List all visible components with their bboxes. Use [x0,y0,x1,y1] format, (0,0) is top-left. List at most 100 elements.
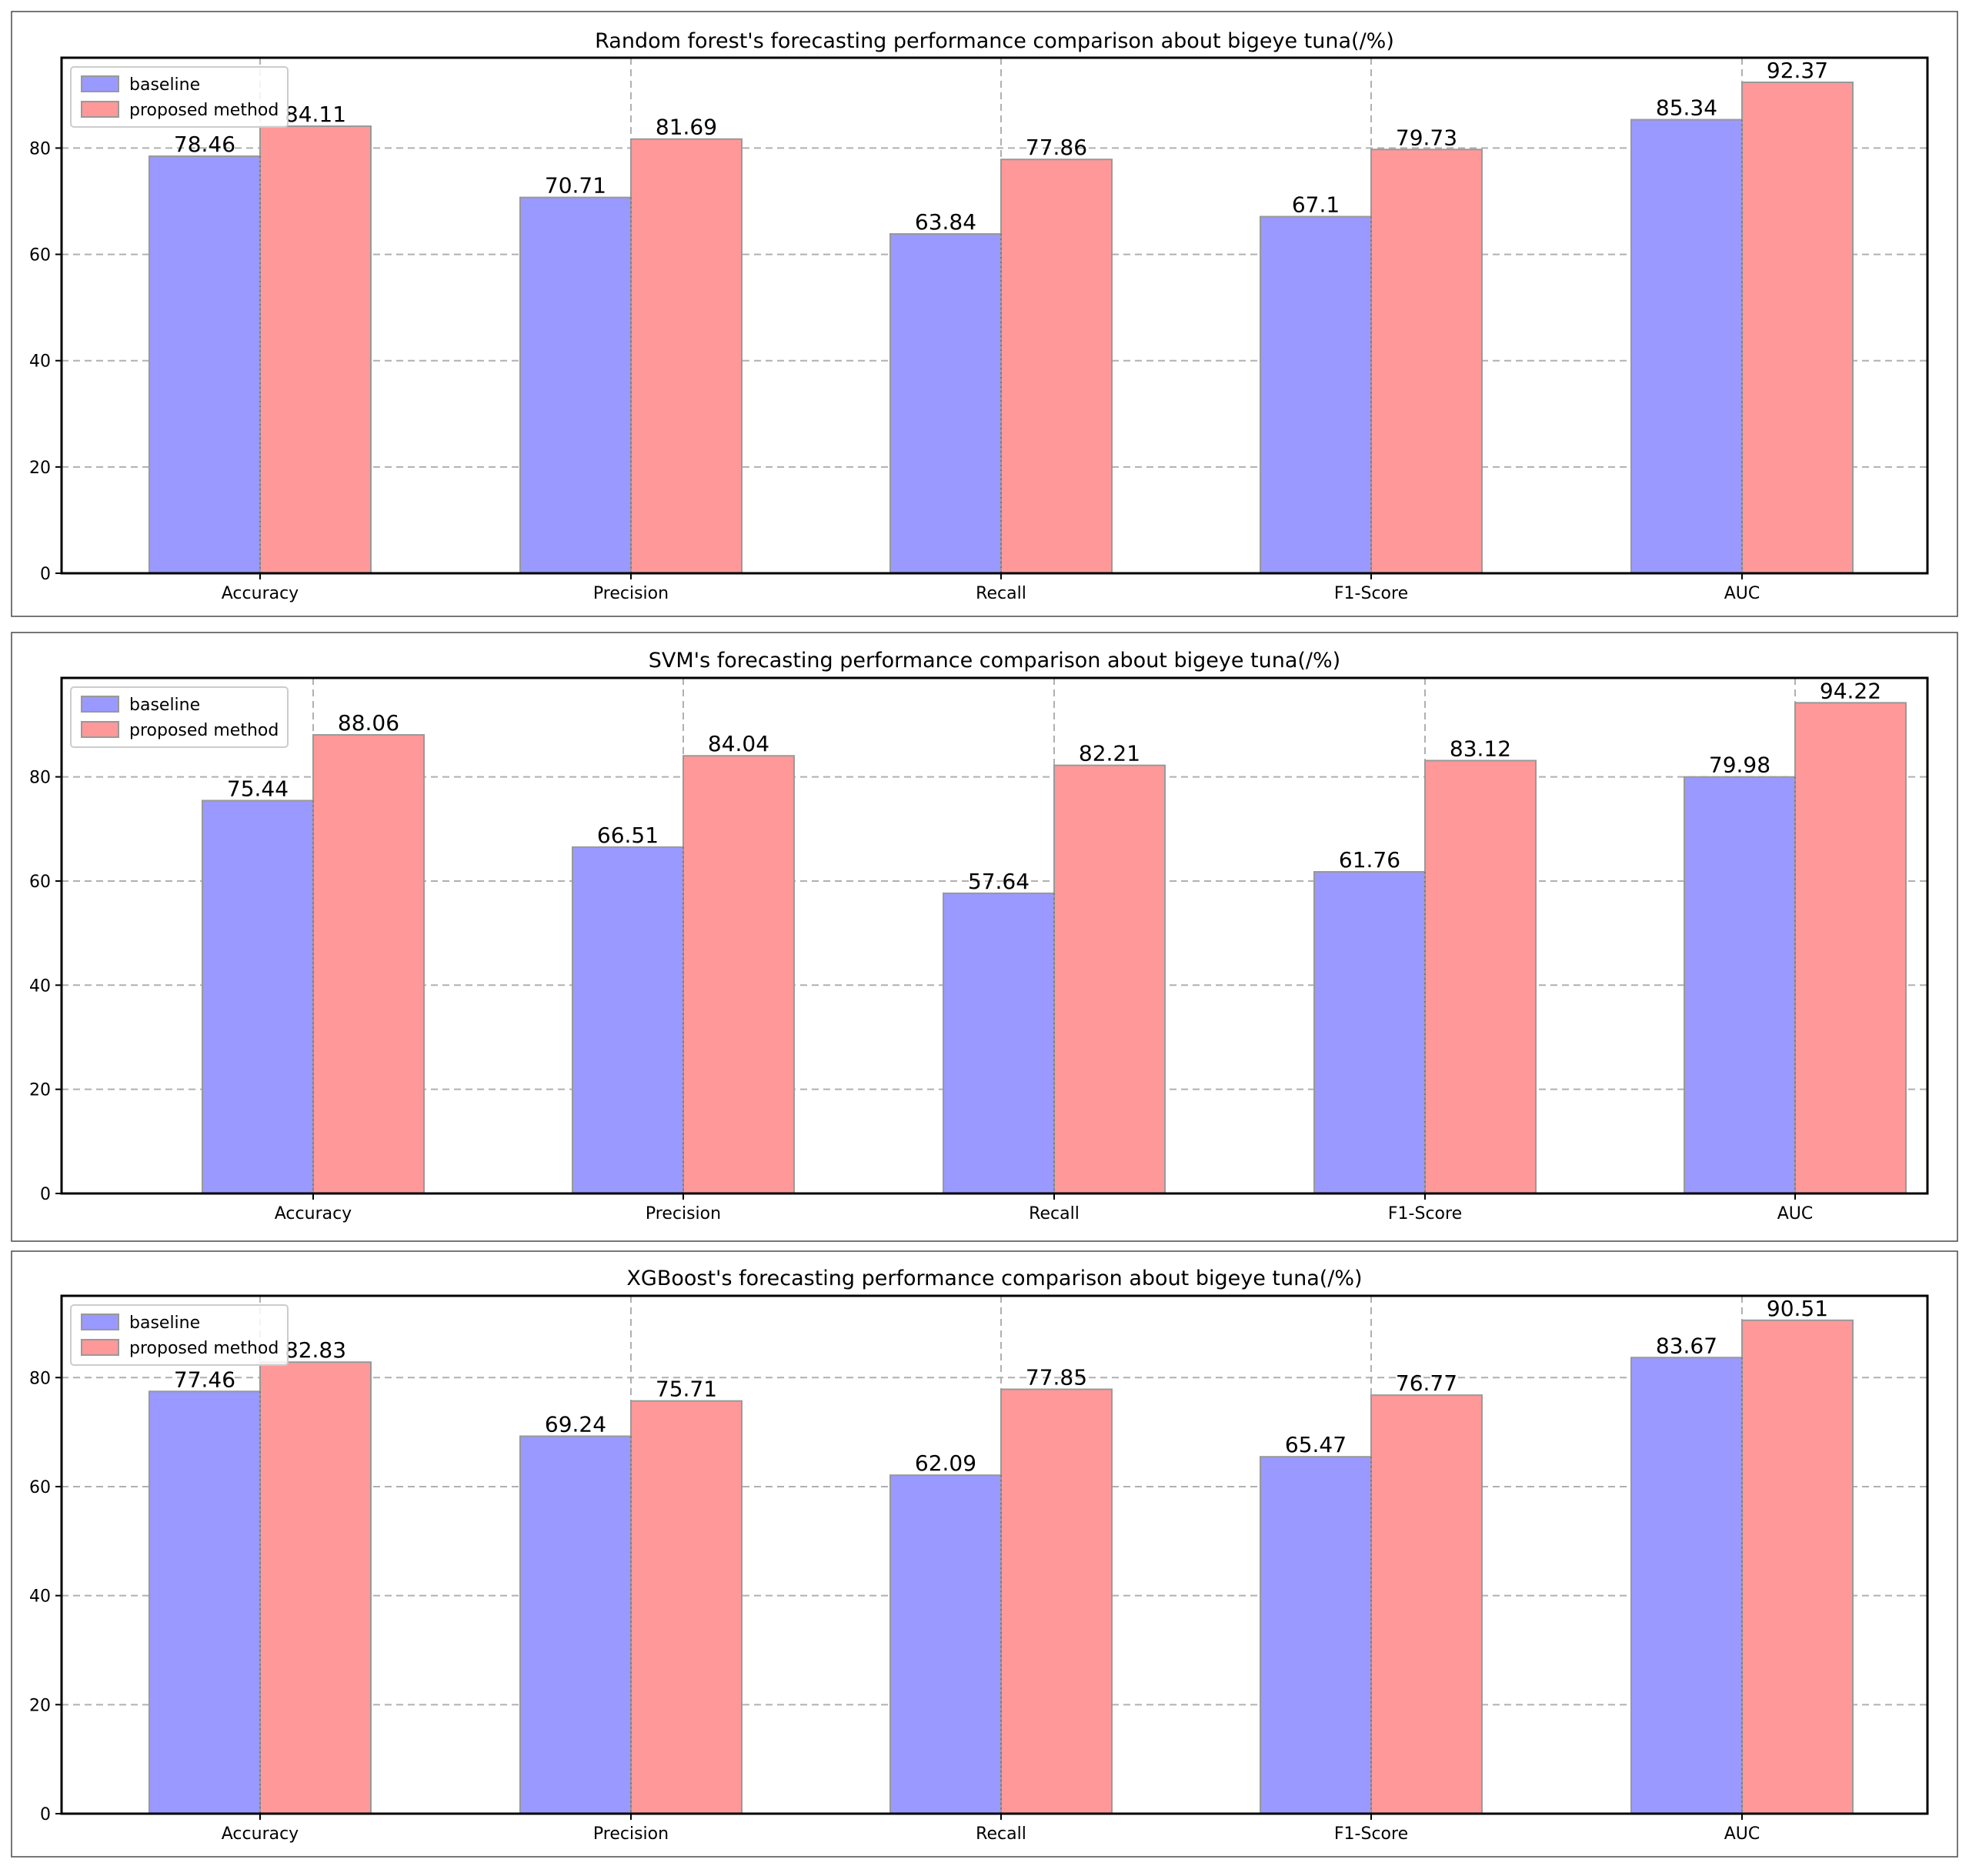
value-label-baseline-recall: 62.09 [915,1450,976,1476]
value-label-baseline-accuracy: 77.46 [174,1367,235,1392]
y-tick-label: 80 [29,769,51,788]
x-tick-label-accuracy: Accuracy [222,1824,299,1844]
value-label-proposed-auc: 94.22 [1820,678,1881,703]
x-tick-label-recall: Recall [976,584,1026,603]
y-tick-label: 20 [29,1081,51,1100]
bar-proposed-auc [1741,1319,1854,1814]
legend-swatch-baseline [81,75,119,92]
legend-box [70,686,289,748]
value-label-baseline-precision: 70.71 [545,173,606,199]
legend: baseline proposed method [70,66,289,128]
value-label-baseline-auc: 79.98 [1709,753,1770,778]
y-tick-label: 0 [40,1805,51,1824]
value-label-baseline-recall: 57.64 [968,869,1030,894]
bar-proposed-f1-score [1424,759,1537,1194]
legend-label-baseline: baseline [129,696,200,715]
x-tick-label-f1-score: F1-Score [1334,1824,1408,1844]
plot-frame [60,1294,1929,1815]
x-tick-label-precision: Precision [593,1824,669,1844]
bar-proposed-precision [630,138,743,574]
value-label-proposed-precision: 84.04 [708,731,769,756]
value-label-proposed-accuracy: 84.11 [285,102,346,127]
bar-baseline-accuracy [149,1390,261,1814]
legend: baseline proposed method [70,686,289,748]
x-tick-label-recall: Recall [1029,1204,1080,1223]
value-label-proposed-precision: 75.71 [656,1377,717,1402]
chart-title: SVM's forecasting performance comparison… [649,649,1340,673]
x-tick-label-f1-score: F1-Score [1388,1204,1462,1223]
y-tick-label: 0 [40,1185,51,1204]
chart-title: XGBoost's forecasting performance compar… [626,1267,1362,1290]
value-label-baseline-accuracy: 78.46 [174,132,235,157]
plot-frame [60,676,1929,1195]
value-label-baseline-precision: 69.24 [545,1411,606,1437]
bar-proposed-precision [630,1400,743,1814]
legend-swatch-proposed [81,721,119,738]
bar-baseline-recall [889,233,1002,574]
legend-box [70,1304,289,1366]
legend-swatch-proposed [81,101,119,118]
panel-frame [11,11,1958,617]
bar-proposed-precision [682,755,795,1194]
x-tick-label-precision: Precision [646,1204,721,1223]
x-tick-label-auc: AUC [1724,1824,1760,1844]
legend-label-proposed: proposed method [129,1339,279,1358]
chart-title: Random forest's forecasting performance … [595,29,1394,53]
bar-proposed-recall [1000,1388,1113,1815]
bar-baseline-precision [519,1435,632,1814]
y-tick-label: 0 [40,565,51,584]
value-label-proposed-precision: 81.69 [656,115,717,140]
x-tick-label-precision: Precision [593,584,669,603]
plot-frame [60,56,1929,575]
y-tick-label: 40 [29,352,51,372]
bar-baseline-recall [889,1474,1002,1814]
value-label-proposed-auc: 90.51 [1767,1296,1828,1321]
legend-label-proposed: proposed method [129,721,279,740]
value-label-proposed-f1-score: 83.12 [1450,736,1511,761]
value-label-proposed-f1-score: 76.77 [1396,1370,1457,1396]
bar-proposed-auc [1741,81,1854,575]
x-tick-label-f1-score: F1-Score [1334,584,1408,603]
bar-baseline-auc [1630,119,1743,574]
value-label-proposed-auc: 92.37 [1767,58,1828,83]
bar-baseline-accuracy [149,155,261,574]
y-tick-label: 60 [29,1478,51,1497]
value-label-baseline-f1-score: 65.47 [1285,1432,1347,1457]
x-tick-label-accuracy: Accuracy [222,584,299,603]
bar-proposed-f1-score [1370,1394,1483,1814]
value-label-proposed-accuracy: 88.06 [338,710,399,736]
legend-swatch-proposed [81,1339,119,1356]
legend-label-baseline: baseline [129,1314,200,1333]
legend-swatch-baseline [81,696,119,713]
y-tick-label: 40 [29,976,51,996]
bar-baseline-recall [943,892,1055,1195]
value-label-proposed-recall: 77.86 [1026,135,1087,160]
bar-baseline-f1-score [1260,215,1372,574]
value-label-proposed-f1-score: 79.73 [1396,125,1457,150]
x-tick-label-accuracy: Accuracy [275,1204,352,1223]
bar-proposed-accuracy [312,734,425,1194]
value-label-proposed-recall: 82.21 [1079,741,1140,766]
x-tick-label-recall: Recall [976,1824,1026,1844]
value-label-proposed-recall: 77.85 [1026,1364,1087,1390]
x-tick-label-auc: AUC [1777,1204,1814,1223]
x-tick-label-auc: AUC [1724,584,1760,603]
bar-proposed-f1-score [1370,149,1483,574]
bar-proposed-accuracy [259,125,372,575]
bar-proposed-recall [1000,159,1113,575]
bar-baseline-auc [1684,776,1796,1194]
bar-baseline-f1-score [1313,871,1426,1195]
value-label-baseline-f1-score: 61.76 [1339,847,1400,873]
bar-proposed-recall [1053,764,1166,1194]
value-label-baseline-auc: 85.34 [1656,95,1717,121]
legend-label-baseline: baseline [129,75,200,95]
y-tick-label: 20 [29,459,51,478]
legend-box [70,66,289,128]
bar-baseline-accuracy [202,799,314,1194]
value-label-baseline-auc: 83.67 [1656,1333,1717,1358]
chart-3: XGBoost's forecasting performance compar… [11,1250,1958,1858]
bar-baseline-f1-score [1260,1456,1372,1815]
value-label-baseline-recall: 63.84 [915,209,976,235]
value-label-proposed-accuracy: 82.83 [285,1337,346,1363]
